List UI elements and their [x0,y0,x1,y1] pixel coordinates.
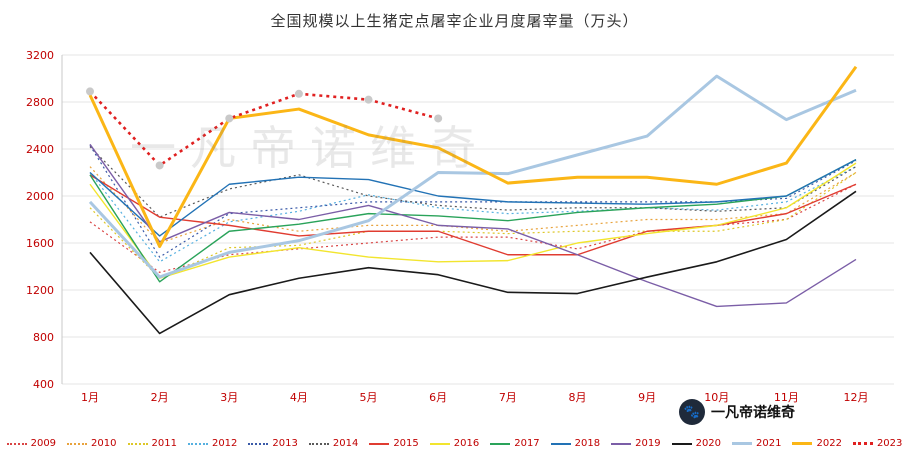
x-tick-label: 10月 [704,391,729,404]
legend-item-2009: 2009 [6,438,57,449]
x-tick-label: 4月 [290,391,308,404]
legend-label-2010: 2010 [91,438,117,449]
legend-item-2010: 2010 [67,438,117,449]
legend-label-2022: 2022 [816,438,842,449]
series-marker-2023 [86,87,94,96]
legend-item-2013: 2013 [248,438,298,449]
legend-label-2012: 2012 [211,438,238,449]
logo-text: 一凡帝诺维奇 [711,405,795,421]
x-tick-label: 6月 [429,391,447,404]
y-tick-label: 800 [33,331,54,344]
legend-label-2021: 2021 [756,438,782,449]
x-tick-label: 9月 [638,391,656,404]
y-tick-label: 1600 [26,237,54,250]
logo: 🐾 一凡帝诺维奇 [679,399,795,425]
series-marker-2023 [155,161,164,170]
legend-item-2015: 2015 [369,438,419,449]
legend-item-2012: 2012 [187,438,238,449]
legend-label-2017: 2017 [514,438,540,449]
series-line-2020 [89,190,857,335]
series-line-2021 [88,74,857,279]
legend-item-2011: 2011 [127,438,177,449]
legend-label-2014: 2014 [332,438,359,449]
legend-swatch-2011 [127,442,148,445]
legend-label-2020: 2020 [695,438,722,449]
legend-label-2015: 2015 [393,438,419,449]
series-line-2016 [89,162,857,279]
paw-icon: 🐾 [679,399,705,425]
legend-swatch-2016 [429,442,450,445]
series-line-2018 [89,158,857,237]
y-tick-label: 3200 [26,49,54,62]
legend-swatch-2019 [611,442,632,445]
y-tick-label: 2400 [26,143,54,156]
legend-swatch-2015 [369,442,390,445]
legend-swatch-2018 [550,442,571,445]
legend-label-2018: 2018 [574,438,601,449]
legend-label-2011: 2011 [151,438,177,449]
series-line-2017 [89,158,857,283]
legend-label-2009: 2009 [30,438,57,449]
legend-label-2016: 2016 [453,438,480,449]
legend-item-2021: 2021 [732,438,781,449]
legend-swatch-2020 [671,442,692,445]
series-line-2010 [89,166,857,244]
y-tick-label: 2000 [26,190,54,203]
legend-item-2019: 2019 [611,438,661,449]
legend-item-2016: 2016 [429,438,480,449]
y-tick-label: 400 [33,378,54,391]
legend-item-2018: 2018 [550,438,601,449]
legend-label-2023: 2023 [876,438,903,449]
series-marker-2023 [294,89,303,98]
series-line-2023 [89,90,439,167]
chart-title: 全国规模以上生猪定点屠宰企业月度屠宰量（万头） [270,12,639,30]
x-tick-label: 7月 [499,391,517,404]
legend-item-2020: 2020 [671,438,722,449]
series-marker-2023 [434,114,443,123]
x-tick-label: 2月 [151,391,169,404]
x-tick-label: 8月 [568,391,586,404]
chart-legend: 2009 2010 2011 2012 2013 2014 2015 2016 2017 2018… [0,438,909,449]
series-marker-2023 [364,95,373,104]
legend-swatch-2012 [187,442,208,445]
legend-swatch-2009 [6,442,27,445]
x-tick-label: 5月 [360,391,378,404]
series-line-2012 [89,166,857,263]
legend-label-2019: 2019 [635,438,661,449]
legend-swatch-2014 [308,442,329,445]
series-line-2011 [89,172,857,279]
legend-item-2017: 2017 [490,438,540,449]
legend-swatch-2017 [490,442,511,445]
series-line-2014 [89,146,857,218]
legend-swatch-2013 [248,442,269,445]
y-tick-label: 1200 [26,284,54,297]
legend-item-2023: 2023 [852,438,903,449]
series-line-2022 [88,65,858,249]
x-tick-label: 3月 [220,391,238,404]
legend-swatch-2023 [852,442,873,445]
legend-swatch-2021 [732,442,753,445]
legend-item-2022: 2022 [792,438,842,449]
series-marker-2023 [225,114,234,123]
series-line-2015 [89,174,857,256]
x-tick-label: 11月 [774,391,799,404]
line-chart: 400 800 1200 1600 2000 2400 2800 3200 1月 2月 3月 4月 5月… [26,49,894,404]
legend-item-2014: 2014 [308,438,359,449]
x-tick-label: 12月 [844,391,869,404]
series-line-2019 [89,143,857,308]
y-tick-label: 2800 [26,96,54,109]
legend-swatch-2022 [792,442,813,445]
legend-label-2013: 2013 [272,438,298,449]
legend-swatch-2010 [67,442,88,445]
x-tick-label: 1月 [81,391,99,404]
